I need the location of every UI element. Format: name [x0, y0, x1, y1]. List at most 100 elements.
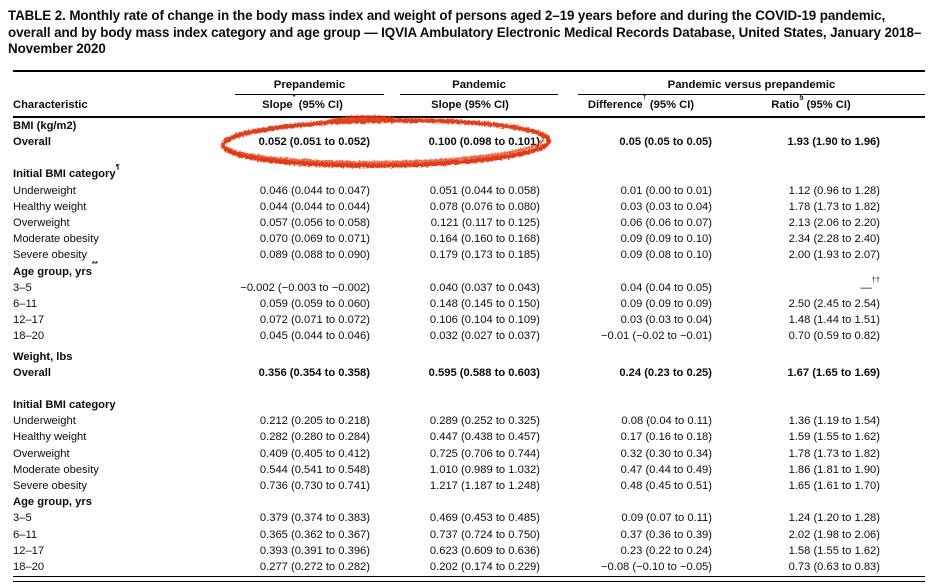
value-cell: 0.623 (0.609 to 0.636) [429, 544, 540, 557]
section-label: Weight, lbs [13, 350, 73, 363]
footnote-marker: ¶ [115, 161, 120, 171]
section-header-row: Initial BMI category [13, 397, 925, 413]
characteristic-cell: 18–20 [13, 561, 45, 574]
group-header-row: Prepandemic Pandemic Pandemic versus pre… [13, 71, 925, 95]
value-cell: 1.59 (1.55 to 1.62) [788, 431, 880, 444]
value-cell: 0.595 (0.588 to 0.603) [428, 366, 540, 379]
value-cell: 1.24 (1.20 to 1.28) [788, 512, 880, 525]
value-cell: 0.277 (0.272 to 0.282) [259, 561, 370, 574]
characteristic-cell: 6–11 [13, 298, 38, 311]
table-row: Moderate obesity 0.544 (0.541 to 0.548) 1.… [13, 462, 925, 478]
table-row: 18–20 0.045 (0.044 to 0.046) 0.032 (0.027 … [13, 328, 925, 344]
value-cell: 0.282 (0.280 to 0.284) [259, 431, 370, 444]
table-row: Healthy weight 0.044 (0.044 to 0.044) 0.07… [13, 199, 925, 215]
value-cell: 1.78 (1.73 to 1.82) [788, 447, 880, 460]
value-cell: 0.365 (0.362 to 0.367) [259, 528, 370, 541]
table-row: 18–20 0.277 (0.272 to 0.282) 0.202 (0.174 … [13, 559, 925, 575]
value-cell: 0.17 (0.16 to 0.18) [620, 431, 712, 444]
table-row: 6–11 0.059 (0.059 to 0.060) 0.148 (0.145 t… [13, 296, 925, 312]
value-cell: 0.051 (0.044 to 0.058) [429, 184, 540, 197]
value-cell: 0.106 (0.104 to 0.109) [429, 314, 540, 327]
value-cell: 0.212 (0.205 to 0.218) [259, 415, 370, 428]
value-cell: 0.48 (0.45 to 0.51) [620, 480, 712, 493]
footnote-marker-double-dagger: †† [871, 275, 880, 285]
value-cell: 0.47 (0.44 to 0.49) [620, 463, 712, 476]
value-cell: 2.34 (2.28 to 2.40) [788, 233, 880, 246]
value-cell: 0.32 (0.30 to 0.34) [620, 447, 712, 460]
group-header-pandemic-vs-prepandemic: Pandemic versus prepandemic [570, 71, 925, 95]
section-header-row: Weight, lbs [13, 345, 925, 365]
value-cell: −0.002 (−0.003 to −0.002) [240, 281, 370, 294]
group-header-pandemic-label: Pandemic [452, 79, 506, 91]
value-cell: 0.052 (0.051 to 0.052) [258, 136, 370, 149]
table-row: 3–5 0.379 (0.374 to 0.383) 0.469 (0.453 to… [13, 510, 925, 526]
section-header-row: Initial BMI category¶ [13, 162, 925, 182]
value-cell: 1.010 (0.989 to 1.032) [429, 463, 540, 476]
value-cell: 0.09 (0.08 to 0.10) [620, 249, 712, 262]
characteristic-cell: Severe obesity [13, 480, 88, 493]
value-cell: 0.737 (0.724 to 0.750) [429, 528, 540, 541]
table-row: Overweight 0.409 (0.405 to 0.412) 0.725 (0… [13, 446, 925, 462]
value-cell: 0.078 (0.076 to 0.080) [429, 200, 540, 213]
value-cell: 0.121 (0.117 to 0.125) [430, 217, 540, 230]
column-header-slope-prepandemic: Slope* (95% CI) [262, 92, 343, 111]
value-cell: 0.393 (0.391 to 0.396) [259, 544, 370, 557]
value-cell: 1.217 (1.187 to 1.248) [429, 480, 540, 493]
value-cell: 0.469 (0.453 to 0.485) [429, 512, 540, 525]
value-cell: 0.05 (0.05 to 0.05) [619, 136, 712, 149]
value-cell: 0.046 (0.044 to 0.047) [259, 184, 370, 197]
table-row: Underweight 0.046 (0.044 to 0.047) 0.051 (… [13, 183, 925, 199]
value-cell: 0.24 (0.23 to 0.25) [619, 366, 712, 379]
group-header-pandemic: Pandemic [400, 71, 570, 95]
value-cell: 0.148 (0.145 to 0.150) [429, 298, 540, 311]
column-header-characteristic: Characteristic [13, 99, 88, 111]
characteristic-cell: 6–11 [13, 528, 38, 541]
value-cell: 0.072 (0.071 to 0.072) [259, 314, 370, 327]
data-table: Prepandemic Pandemic Pandemic versus pre… [13, 70, 925, 575]
table-title: TABLE 2. Monthly rate of change in the b… [8, 8, 922, 57]
value-cell: 0.04 (0.04 to 0.05) [620, 281, 712, 294]
characteristic-cell: 3–5 [13, 281, 32, 294]
value-cell: 1.12 (0.96 to 1.28) [788, 184, 880, 197]
characteristic-cell: Moderate obesity [13, 463, 99, 476]
value-cell: 0.736 (0.730 to 0.741) [259, 480, 370, 493]
value-cell: 0.09 (0.07 to 0.11) [621, 512, 712, 525]
characteristic-cell: 12–17 [13, 544, 45, 557]
characteristic-cell: Severe obesity [13, 249, 88, 262]
value-cell: 0.06 (0.06 to 0.07) [620, 217, 712, 230]
value-cell: 0.032 (0.027 to 0.037) [429, 330, 540, 343]
value-cell: 0.089 (0.088 to 0.090) [259, 249, 370, 262]
characteristic-cell: Underweight [13, 415, 76, 428]
value-cell: 1.65 (1.61 to 1.70) [788, 480, 880, 493]
value-cell: 0.03 (0.03 to 0.04) [620, 200, 712, 213]
characteristic-cell: Overall [13, 136, 51, 149]
column-header-row: Characteristic Slope* (95% CI) Slope (95… [13, 92, 925, 117]
characteristic-cell: Underweight [13, 184, 76, 197]
column-header-difference: Difference† (95% CI) [587, 92, 695, 111]
value-cell: 0.356 (0.354 to 0.358) [258, 366, 370, 379]
section-label: Age group, yrs** [13, 258, 98, 278]
table-row: Underweight 0.212 (0.205 to 0.218) 0.289 (… [13, 413, 925, 429]
value-cell: 0.544 (0.541 to 0.548) [259, 463, 370, 476]
value-cell: 1.58 (1.55 to 1.62) [788, 544, 880, 557]
value-cell: 2.13 (2.06 to 2.20) [788, 217, 880, 230]
value-cell: 2.00 (1.93 to 2.07) [788, 249, 880, 262]
table-row: Healthy weight 0.282 (0.280 to 0.284) 0.44… [13, 429, 925, 445]
table-row: 6–11 0.365 (0.362 to 0.367) 0.737 (0.724 t… [13, 527, 925, 543]
value-cell: 1.78 (1.73 to 1.82) [788, 200, 880, 213]
table-row: Severe obesity 0.089 (0.088 to 0.090) 0.17… [13, 247, 925, 263]
characteristic-cell: Overweight [13, 217, 70, 230]
table-row: 3–5 −0.002 (−0.003 to −0.002) 0.040 (0.037… [13, 276, 925, 296]
value-cell: 0.289 (0.252 to 0.325) [429, 415, 540, 428]
table-bottom-rule [13, 576, 925, 582]
value-cell: 0.164 (0.160 to 0.168) [429, 233, 540, 246]
value-cell: 1.86 (1.81 to 1.90) [788, 463, 880, 476]
value-cell: 0.01 (0.00 to 0.01) [620, 184, 712, 197]
section-label: Age group, yrs [13, 496, 92, 509]
table-row: 12–17 0.072 (0.071 to 0.072) 0.106 (0.104 … [13, 312, 925, 328]
value-cell: 1.93 (1.90 to 1.96) [787, 136, 880, 149]
table-row: Moderate obesity 0.070 (0.069 to 0.071) 0.… [13, 231, 925, 247]
value-cell: 1.67 (1.65 to 1.69) [787, 366, 880, 379]
table-row: Overall 0.052 (0.051 to 0.052) 0.100 (0.09… [13, 134, 925, 166]
table-row: Overweight 0.057 (0.056 to 0.058) 0.121 (0… [13, 215, 925, 231]
